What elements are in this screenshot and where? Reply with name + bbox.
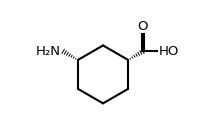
- Text: O: O: [138, 20, 148, 33]
- Text: H₂N: H₂N: [36, 45, 61, 58]
- Text: HO: HO: [159, 45, 179, 58]
